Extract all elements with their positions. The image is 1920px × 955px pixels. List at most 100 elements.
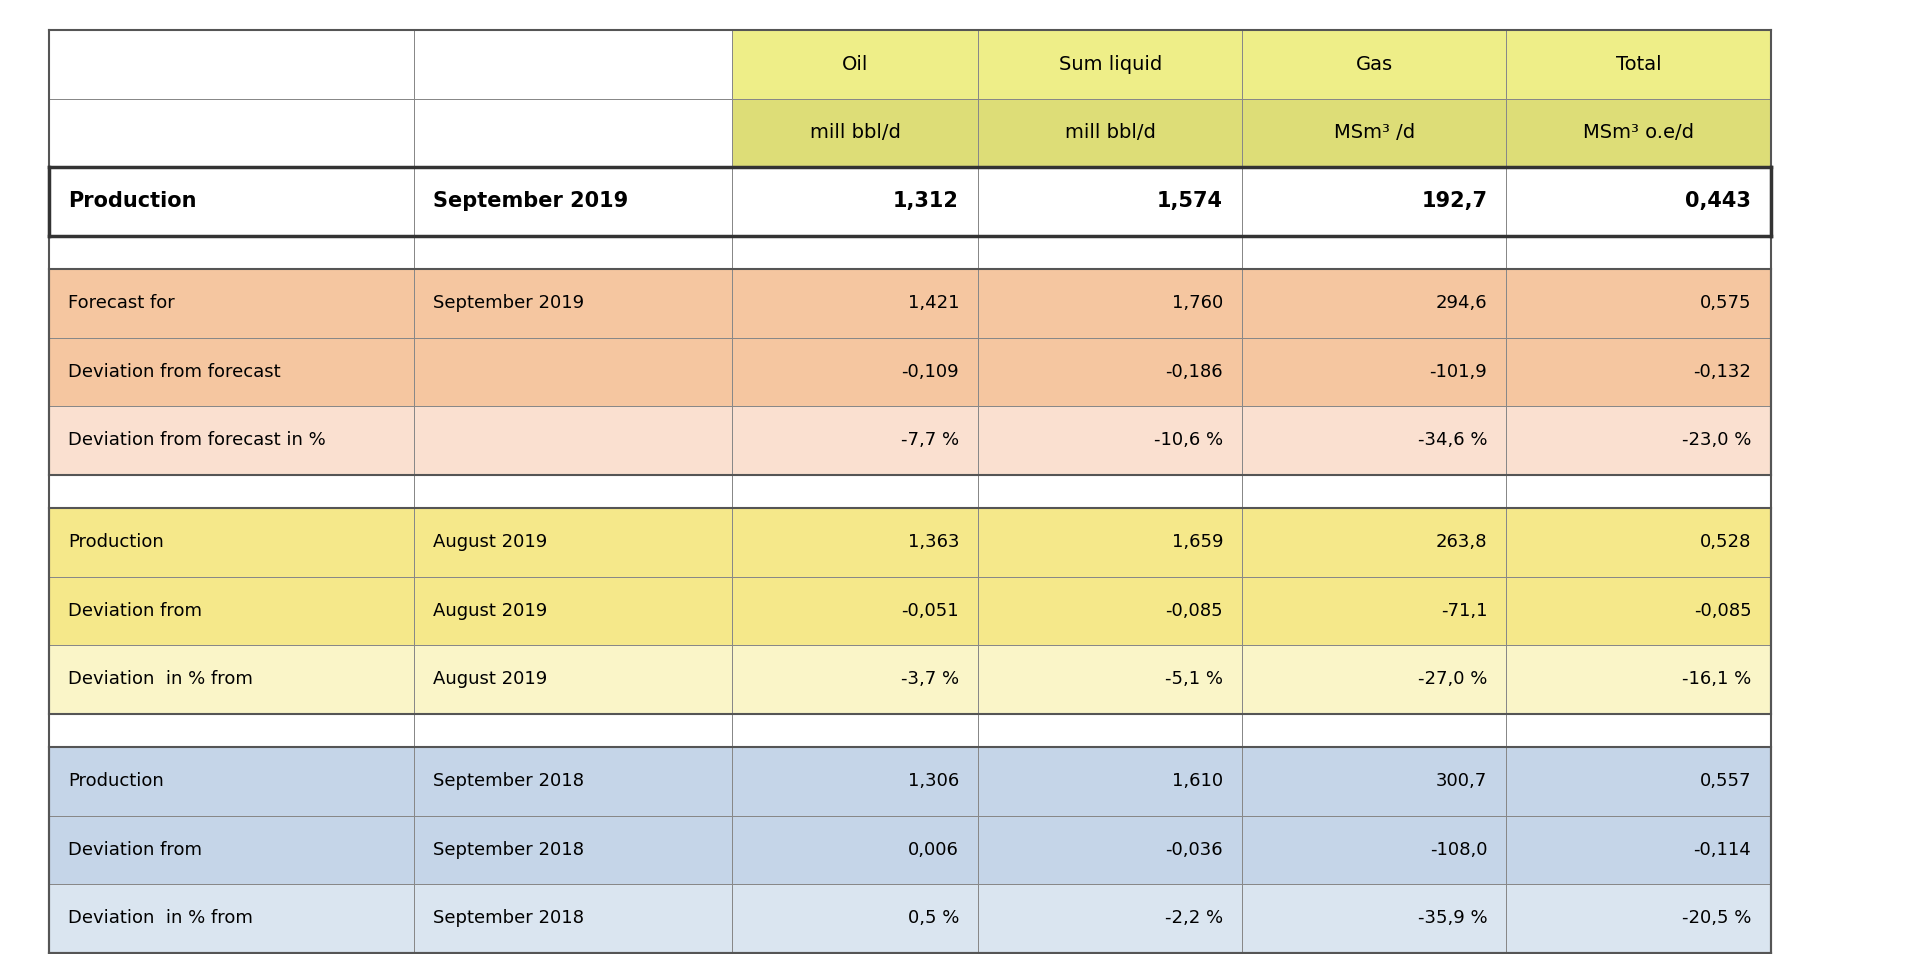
Text: August 2019: August 2019 — [432, 670, 547, 689]
Bar — [413, 406, 732, 475]
Text: 300,7: 300,7 — [1436, 773, 1488, 790]
Bar — [977, 645, 1242, 713]
Bar — [50, 884, 413, 953]
Text: -0,036: -0,036 — [1165, 840, 1223, 859]
Bar — [977, 884, 1242, 953]
Bar — [1507, 508, 1770, 577]
Bar — [977, 98, 1242, 167]
Text: Forecast for: Forecast for — [69, 294, 175, 312]
Bar — [1507, 577, 1770, 645]
Bar — [1507, 406, 1770, 475]
Bar — [1507, 475, 1770, 508]
Bar — [1242, 747, 1507, 816]
Text: Total: Total — [1615, 54, 1661, 74]
Bar — [413, 884, 732, 953]
Bar — [1242, 406, 1507, 475]
Bar — [1242, 475, 1507, 508]
Bar — [977, 508, 1242, 577]
Bar — [732, 747, 977, 816]
Bar — [50, 475, 413, 508]
Bar — [732, 98, 977, 167]
Text: 0,443: 0,443 — [1686, 191, 1751, 211]
Bar — [413, 747, 732, 816]
Text: Oil: Oil — [843, 54, 868, 74]
Text: -71,1: -71,1 — [1440, 602, 1488, 620]
Text: -16,1 %: -16,1 % — [1682, 670, 1751, 689]
Text: 294,6: 294,6 — [1436, 294, 1488, 312]
Bar — [732, 713, 977, 747]
Bar — [977, 30, 1242, 98]
Bar — [50, 167, 413, 236]
Text: 0,006: 0,006 — [908, 840, 960, 859]
Bar — [50, 236, 413, 269]
Bar — [1507, 98, 1770, 167]
Bar — [413, 269, 732, 337]
Text: -0,085: -0,085 — [1693, 602, 1751, 620]
Bar — [413, 167, 732, 236]
Bar — [732, 645, 977, 713]
Text: -20,5 %: -20,5 % — [1682, 909, 1751, 927]
Text: -0,114: -0,114 — [1693, 840, 1751, 859]
Text: -0,186: -0,186 — [1165, 363, 1223, 381]
Text: -2,2 %: -2,2 % — [1165, 909, 1223, 927]
Text: September 2019: September 2019 — [432, 294, 584, 312]
Bar — [1242, 337, 1507, 406]
Text: August 2019: August 2019 — [432, 533, 547, 551]
Text: September 2018: September 2018 — [432, 840, 584, 859]
Bar — [732, 508, 977, 577]
Bar — [1242, 816, 1507, 884]
Bar — [1242, 645, 1507, 713]
Bar — [413, 30, 732, 98]
Text: -101,9: -101,9 — [1430, 363, 1488, 381]
Bar — [977, 236, 1242, 269]
Text: August 2019: August 2019 — [432, 602, 547, 620]
Text: mill bbl/d: mill bbl/d — [1066, 123, 1156, 142]
Bar — [1507, 713, 1770, 747]
Text: -0,051: -0,051 — [900, 602, 960, 620]
Bar — [1507, 269, 1770, 337]
Bar — [1242, 508, 1507, 577]
Bar — [50, 508, 413, 577]
Text: Sum liquid: Sum liquid — [1058, 54, 1162, 74]
Bar — [50, 406, 413, 475]
Text: 1,312: 1,312 — [893, 191, 960, 211]
Text: 0,528: 0,528 — [1699, 533, 1751, 551]
Text: -35,9 %: -35,9 % — [1417, 909, 1488, 927]
Bar — [977, 406, 1242, 475]
Text: Deviation from: Deviation from — [69, 840, 202, 859]
Bar — [977, 713, 1242, 747]
Text: MSm³ /d: MSm³ /d — [1334, 123, 1415, 142]
Bar — [977, 475, 1242, 508]
Bar — [1242, 884, 1507, 953]
Bar — [1507, 337, 1770, 406]
Text: 0,575: 0,575 — [1699, 294, 1751, 312]
Text: 0,557: 0,557 — [1699, 773, 1751, 790]
Text: Gas: Gas — [1356, 54, 1392, 74]
Bar — [413, 337, 732, 406]
Bar — [50, 269, 413, 337]
Text: -3,7 %: -3,7 % — [900, 670, 960, 689]
Bar — [1242, 98, 1507, 167]
Bar — [50, 747, 413, 816]
Text: -23,0 %: -23,0 % — [1682, 432, 1751, 450]
Bar — [1242, 167, 1507, 236]
Bar — [732, 269, 977, 337]
Bar — [1242, 577, 1507, 645]
Text: 1,610: 1,610 — [1171, 773, 1223, 790]
Bar — [732, 577, 977, 645]
Text: 1,760: 1,760 — [1171, 294, 1223, 312]
Text: 1,363: 1,363 — [908, 533, 960, 551]
Bar — [1507, 167, 1770, 236]
Bar — [50, 713, 413, 747]
Text: Production: Production — [69, 533, 165, 551]
Text: Deviation from forecast in %: Deviation from forecast in % — [69, 432, 326, 450]
Bar — [732, 30, 977, 98]
Bar — [1242, 236, 1507, 269]
Text: -27,0 %: -27,0 % — [1417, 670, 1488, 689]
Text: 263,8: 263,8 — [1436, 533, 1488, 551]
Text: Deviation from forecast: Deviation from forecast — [69, 363, 280, 381]
Text: Deviation  in % from: Deviation in % from — [69, 909, 253, 927]
Bar — [1507, 747, 1770, 816]
Bar — [50, 577, 413, 645]
Bar — [1507, 30, 1770, 98]
